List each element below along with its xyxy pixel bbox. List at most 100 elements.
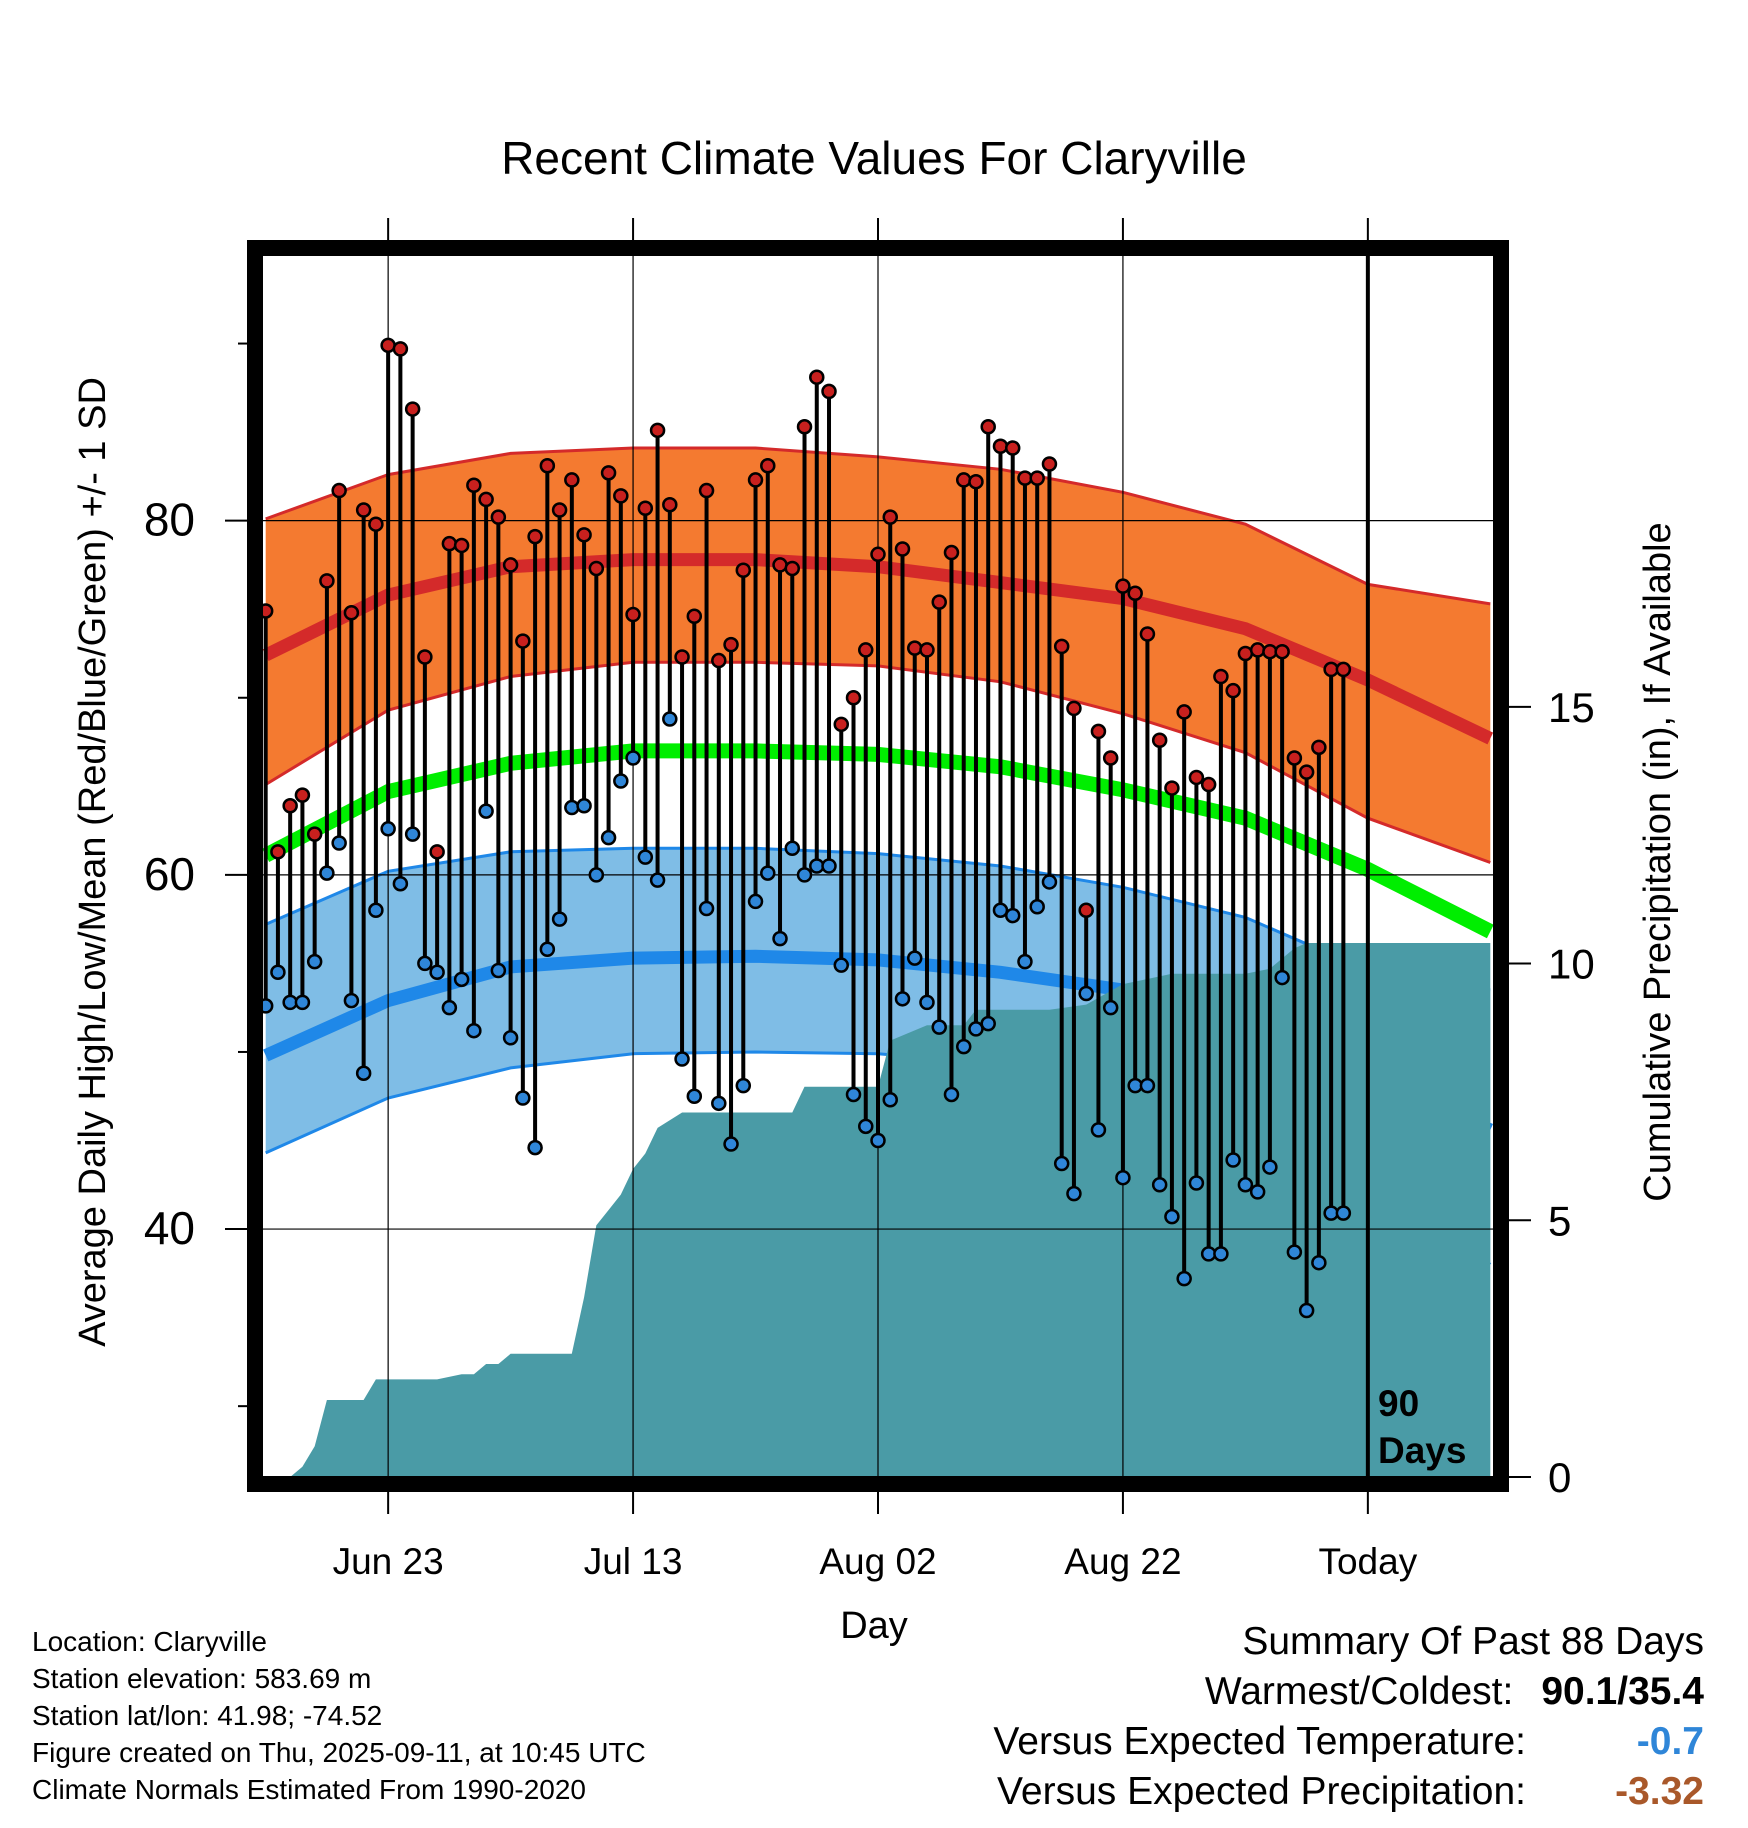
low-temp-point [980,1015,996,1032]
high-temp-point [319,573,335,589]
high-temp-point [380,337,396,354]
y-tick-label: 40 [144,1202,195,1254]
y-tick-label: 60 [144,848,195,900]
info-location: Location: Claryville [32,1626,267,1657]
high-temp-point [490,509,507,525]
high-temp-point [404,401,421,417]
high-temp-point [931,594,947,610]
summary-precip-value: -3.32 [1615,1770,1704,1813]
high-temp-point [833,716,850,733]
low-temp-point [478,803,494,819]
low-temp-point [539,941,556,957]
high-temp-point [1053,638,1070,655]
x-tick-label: Aug 22 [1064,1541,1181,1582]
low-temp-point [858,1118,874,1135]
today-marker-label-line1: 90 [1378,1383,1419,1424]
low-temp-point [943,1086,960,1103]
low-temp-point [1029,898,1045,915]
high-temp-point [1249,642,1266,658]
high-temp-point [1311,739,1327,756]
low-temp-point [588,867,605,883]
high-temp-point [515,633,531,649]
high-temp-point [343,604,360,621]
high-temp-point [539,458,556,474]
low-temp-point [1274,969,1290,986]
low-temp-point [784,840,801,857]
low-temp-point [992,902,1009,919]
today-marker-label-line2: Days [1378,1430,1466,1471]
high-temp-point [919,642,935,658]
y-axis-label: Average Daily High/Low/Mean (Red/Blue/Gr… [72,377,114,1347]
high-temp-point [429,844,445,860]
low-temp-point [637,849,654,865]
low-temp-point [319,865,335,881]
summary-temp-row: Versus Expected Temperature: -0.7 [993,1717,1704,1767]
high-temp-point [637,500,654,517]
low-temp-point [894,991,911,1007]
summary-heading: Summary Of Past 88 Days [1242,1620,1704,1663]
low-temp-point [392,875,409,892]
high-temp-point [331,482,347,499]
y2-axis-label: Cumulative Precipitation (in), If Availa… [1637,522,1679,1201]
high-temp-point [649,422,666,439]
high-temp-point [1164,780,1180,796]
high-temp-point [1200,776,1217,793]
high-temp-point [882,509,898,525]
low-temp-point [955,1038,972,1055]
summary-precip-label: Versus Expected Precipitation: [997,1770,1526,1813]
low-temp-point [502,1030,519,1046]
y2-tick-label: 10 [1548,941,1595,988]
info-elevation: Station elevation: 583.69 m [32,1663,372,1694]
high-temp-point [417,649,433,665]
high-temp-point [955,472,972,488]
low-temp-point [1102,999,1119,1016]
low-temp-point [404,826,421,842]
low-temp-point [625,750,641,766]
low-temp-point [1017,953,1033,970]
high-temp-point [1274,643,1290,660]
low-temp-point [1249,1184,1266,1200]
high-temp-point [282,798,298,814]
high-temp-point [588,560,605,577]
summary-precip-row: Versus Expected Precipitation: -3.32 [993,1767,1704,1817]
low-temp-point [1188,1175,1205,1191]
high-temp-point [821,383,837,400]
low-temp-point [1298,1302,1315,1319]
high-temp-point [441,535,458,552]
high-temp-point [711,652,727,669]
station-info: Location: Claryville Station elevation: … [32,1623,646,1808]
summary-panel: Summary Of Past 88 Days Warmest/Coldest:… [993,1617,1704,1817]
low-temp-point [833,957,850,973]
low-temp-point [686,1088,703,1104]
high-temp-point [809,369,825,385]
x-tick-label: Jun 23 [333,1541,444,1582]
high-temp-point [1066,700,1082,717]
low-temp-point [515,1090,531,1106]
high-temp-point [1151,732,1168,749]
low-temp-point [760,865,776,881]
y2-tick-label: 5 [1548,1197,1571,1244]
high-temp-point [723,636,739,653]
chart-title: Recent Climate Values For Claryville [501,132,1247,184]
low-temp-point [270,964,286,981]
high-temp-point [858,642,874,658]
high-temp-point [392,341,409,357]
y-tick-label: 80 [144,494,195,546]
high-temp-point [576,527,592,543]
low-temp-point [1115,1169,1131,1186]
high-temp-point [1335,661,1352,678]
high-temp-point [1090,723,1107,740]
high-temp-point [894,541,911,557]
low-temp-point [466,1022,482,1039]
low-temp-point [1225,1152,1241,1168]
high-temp-point [747,472,764,488]
low-temp-point [662,711,678,727]
high-temp-point [1176,704,1192,720]
low-temp-point [490,962,507,979]
low-temp-point [1237,1177,1254,1193]
x-tick-label: Jul 13 [584,1541,683,1582]
high-temp-point [1139,626,1156,642]
low-temp-point [1262,1159,1278,1175]
high-temp-point [1298,764,1315,780]
